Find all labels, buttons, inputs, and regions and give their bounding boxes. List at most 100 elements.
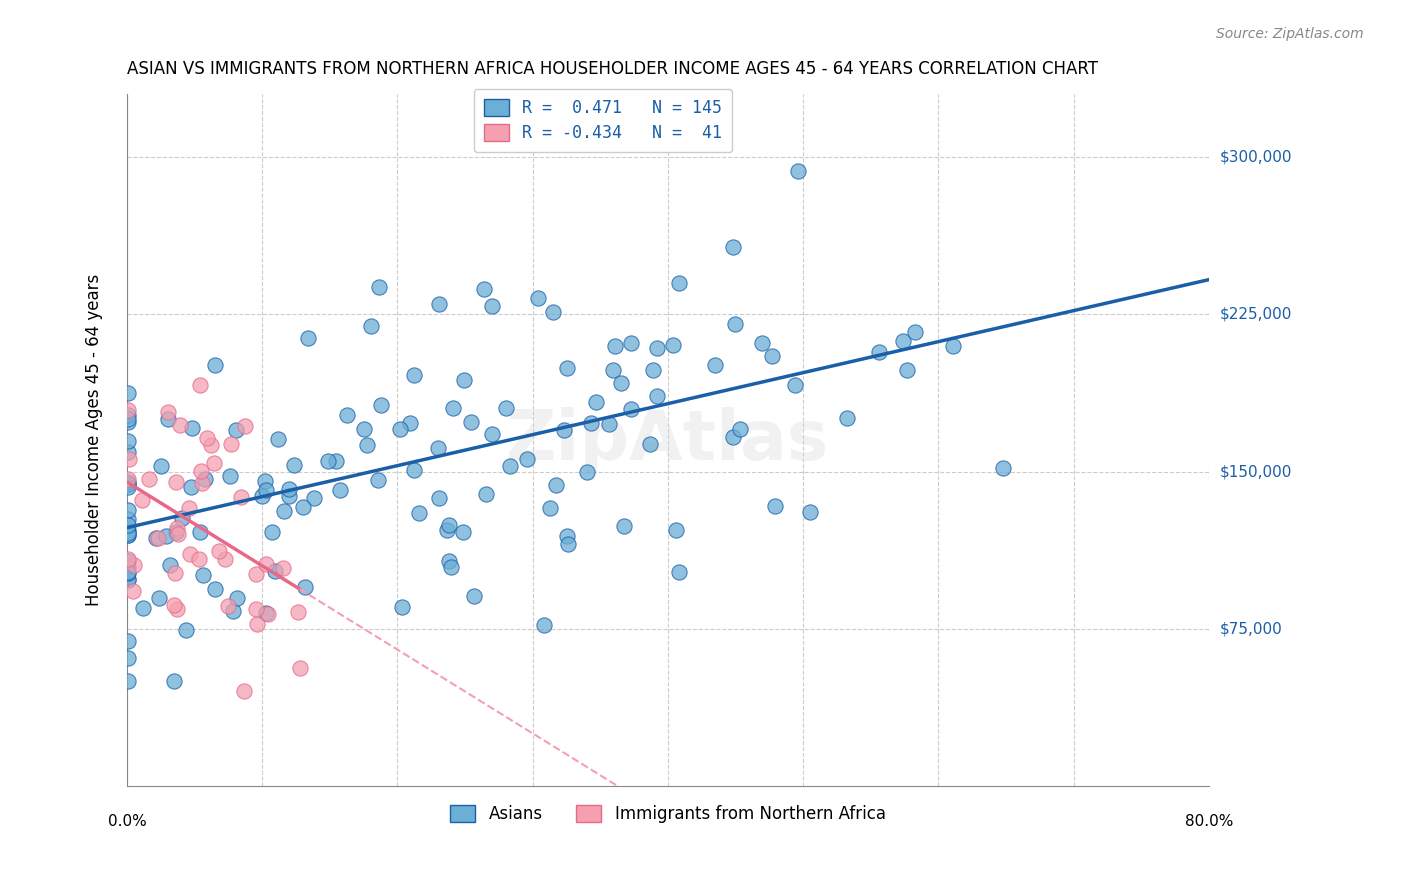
Point: [117, 445, 139, 459]
Point: [117, 434, 139, 449]
Point: [117, 472, 139, 486]
Point: [475, 487, 498, 501]
Point: [117, 673, 139, 688]
Text: Source: ZipAtlas.com: Source: ZipAtlas.com: [1216, 27, 1364, 41]
Point: [868, 344, 890, 359]
Point: [453, 374, 475, 388]
Point: [191, 475, 214, 490]
Point: [297, 331, 319, 345]
Point: [117, 528, 139, 542]
Point: [179, 547, 201, 561]
Point: [356, 438, 378, 452]
Point: [231, 490, 253, 504]
Point: [225, 591, 247, 605]
Point: [155, 529, 177, 543]
Point: [156, 405, 179, 419]
Point: [271, 561, 294, 575]
Point: [441, 401, 464, 416]
Point: [553, 423, 575, 437]
Point: [538, 500, 561, 515]
Point: [117, 552, 139, 566]
Point: [292, 500, 315, 515]
Point: [799, 505, 821, 519]
Point: [117, 634, 139, 648]
Point: [219, 437, 242, 451]
Point: [273, 504, 295, 518]
Point: [117, 651, 139, 665]
Point: [222, 604, 245, 618]
Point: [942, 339, 965, 353]
Point: [167, 526, 190, 541]
Point: [723, 429, 745, 443]
Point: [254, 557, 277, 571]
Point: [665, 523, 688, 537]
Point: [117, 415, 139, 429]
Point: [177, 501, 200, 516]
Point: [208, 544, 231, 558]
Text: $225,000: $225,000: [1220, 307, 1292, 322]
Point: [172, 511, 194, 525]
Point: [131, 601, 153, 615]
Point: [117, 559, 139, 574]
Point: [474, 282, 496, 296]
Point: [117, 517, 139, 532]
Point: [606, 130, 628, 145]
Point: [891, 334, 914, 348]
Point: [336, 408, 359, 422]
Point: [991, 461, 1014, 475]
Point: [138, 472, 160, 486]
Point: [610, 376, 633, 391]
Point: [620, 401, 643, 416]
Point: [117, 503, 139, 517]
Point: [544, 478, 567, 492]
Point: [252, 489, 274, 503]
Point: [837, 411, 859, 425]
Point: [436, 523, 458, 537]
Text: $300,000: $300,000: [1220, 150, 1292, 165]
Point: [264, 564, 287, 578]
Point: [404, 368, 426, 382]
Point: [555, 360, 578, 375]
Point: [481, 426, 503, 441]
Point: [429, 491, 451, 505]
Point: [541, 304, 564, 318]
Point: [783, 378, 806, 392]
Point: [399, 416, 422, 430]
Point: [404, 463, 426, 477]
Point: [904, 326, 927, 340]
Point: [287, 605, 309, 619]
Point: [668, 276, 690, 290]
Text: ZipAtlas: ZipAtlas: [506, 407, 830, 474]
Point: [194, 472, 217, 486]
Point: [117, 565, 139, 579]
Point: [124, 558, 146, 572]
Point: [460, 415, 482, 429]
Point: [668, 565, 690, 579]
Point: [763, 499, 786, 513]
Point: [555, 528, 578, 542]
Point: [662, 338, 685, 352]
Point: [620, 336, 643, 351]
Text: ASIAN VS IMMIGRANTS FROM NORTHERN AFRICA HOUSEHOLDER INCOME AGES 45 - 64 YEARS C: ASIAN VS IMMIGRANTS FROM NORTHERN AFRICA…: [127, 60, 1098, 78]
Point: [163, 673, 186, 688]
Point: [246, 616, 269, 631]
Point: [166, 602, 188, 616]
Point: [288, 661, 311, 675]
Point: [131, 493, 153, 508]
Point: [761, 349, 783, 363]
Point: [180, 480, 202, 494]
Point: [118, 451, 141, 466]
Point: [191, 568, 214, 582]
Point: [612, 518, 634, 533]
Point: [481, 299, 503, 313]
Point: [117, 512, 139, 526]
Point: [117, 525, 139, 540]
Point: [157, 412, 180, 426]
Point: [233, 419, 256, 434]
Point: [723, 240, 745, 254]
Point: [516, 451, 538, 466]
Point: [262, 524, 284, 539]
Point: [254, 606, 277, 620]
Point: [117, 475, 139, 489]
Text: $150,000: $150,000: [1220, 464, 1292, 479]
